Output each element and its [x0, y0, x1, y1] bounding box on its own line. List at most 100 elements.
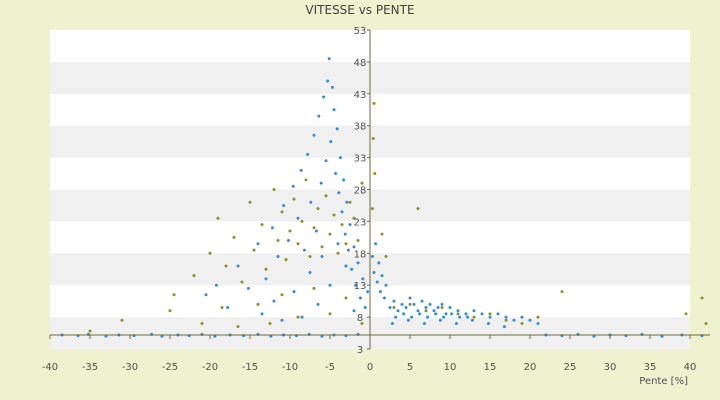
data-point	[326, 79, 330, 83]
data-point	[252, 248, 256, 252]
data-point	[335, 127, 339, 131]
data-point	[428, 302, 432, 306]
data-point	[204, 293, 208, 297]
data-point	[280, 210, 284, 214]
data-point	[220, 306, 224, 310]
data-point	[292, 290, 296, 294]
x-tick-label: -20	[202, 362, 218, 373]
data-point	[374, 242, 378, 246]
data-point	[458, 315, 462, 319]
data-point	[172, 293, 176, 297]
data-point	[406, 318, 410, 322]
data-point	[236, 325, 240, 329]
data-point	[330, 85, 334, 89]
data-point	[312, 133, 316, 137]
data-point	[420, 299, 424, 303]
data-point	[424, 309, 428, 313]
data-point	[168, 309, 172, 313]
data-point	[214, 283, 218, 287]
data-point	[520, 315, 524, 319]
data-point	[232, 235, 236, 239]
data-point	[345, 200, 349, 204]
y-tick-label: 13	[354, 281, 367, 292]
data-point	[296, 242, 300, 246]
data-point	[208, 251, 212, 255]
data-point	[377, 261, 381, 265]
data-point	[684, 312, 688, 316]
data-point	[380, 274, 384, 278]
data-point	[288, 229, 292, 233]
data-point	[340, 223, 344, 227]
data-point	[272, 299, 276, 303]
data-point	[240, 280, 244, 284]
data-point	[432, 309, 436, 313]
data-point	[342, 178, 346, 182]
x-tick-label: -40	[42, 362, 58, 373]
data-point	[336, 251, 340, 255]
data-point	[319, 181, 323, 185]
x-tick-label: 40	[684, 362, 697, 373]
data-point	[536, 315, 540, 319]
data-point	[88, 329, 92, 333]
data-point	[306, 152, 310, 156]
data-point	[412, 302, 416, 306]
data-point	[329, 140, 333, 144]
data-point	[373, 172, 377, 176]
data-point	[480, 312, 484, 316]
data-point	[256, 242, 260, 246]
series-2	[88, 101, 708, 333]
y-tick-label: 43	[354, 90, 367, 101]
data-point	[120, 318, 124, 322]
data-point	[450, 312, 454, 316]
y-tick-label: 48	[354, 58, 367, 69]
data-point	[264, 267, 268, 271]
data-point	[224, 264, 228, 268]
data-point	[438, 318, 442, 322]
x-tick-label: 20	[524, 362, 537, 373]
data-point	[296, 216, 300, 220]
data-point	[309, 200, 313, 204]
data-point	[466, 315, 470, 319]
data-point	[528, 318, 532, 322]
data-point	[276, 254, 280, 258]
data-point	[328, 283, 332, 287]
data-point	[371, 136, 375, 140]
data-point	[352, 216, 356, 220]
data-point	[390, 321, 394, 325]
data-point	[472, 309, 476, 313]
data-point	[299, 168, 303, 172]
data-point	[704, 321, 708, 325]
x-axis-title: Pente [%]	[639, 376, 688, 387]
data-point	[291, 184, 295, 188]
data-point	[360, 321, 364, 325]
data-point	[356, 261, 360, 265]
data-point	[328, 312, 332, 316]
data-point	[344, 264, 348, 268]
data-point	[372, 101, 376, 105]
data-point	[324, 194, 328, 198]
x-tick-label: 5	[407, 362, 413, 373]
data-point	[361, 277, 365, 281]
data-point	[286, 239, 290, 243]
data-point	[226, 306, 230, 310]
x-tick-label: 35	[644, 362, 657, 373]
data-point	[344, 242, 348, 246]
data-point	[418, 312, 422, 316]
data-point	[436, 306, 440, 310]
y-tick-label: 28	[354, 186, 367, 197]
data-point	[300, 219, 304, 223]
data-point	[408, 296, 412, 300]
data-point	[348, 200, 352, 204]
data-point	[426, 315, 430, 319]
data-point	[410, 315, 414, 319]
data-point	[448, 306, 452, 310]
data-point	[392, 306, 396, 310]
y-tick-label: 18	[354, 249, 367, 260]
data-point	[520, 321, 524, 325]
data-point	[370, 254, 374, 258]
data-point	[470, 318, 474, 322]
data-point	[338, 156, 342, 160]
data-point	[302, 248, 306, 252]
data-point	[248, 200, 252, 204]
data-point	[512, 318, 516, 322]
